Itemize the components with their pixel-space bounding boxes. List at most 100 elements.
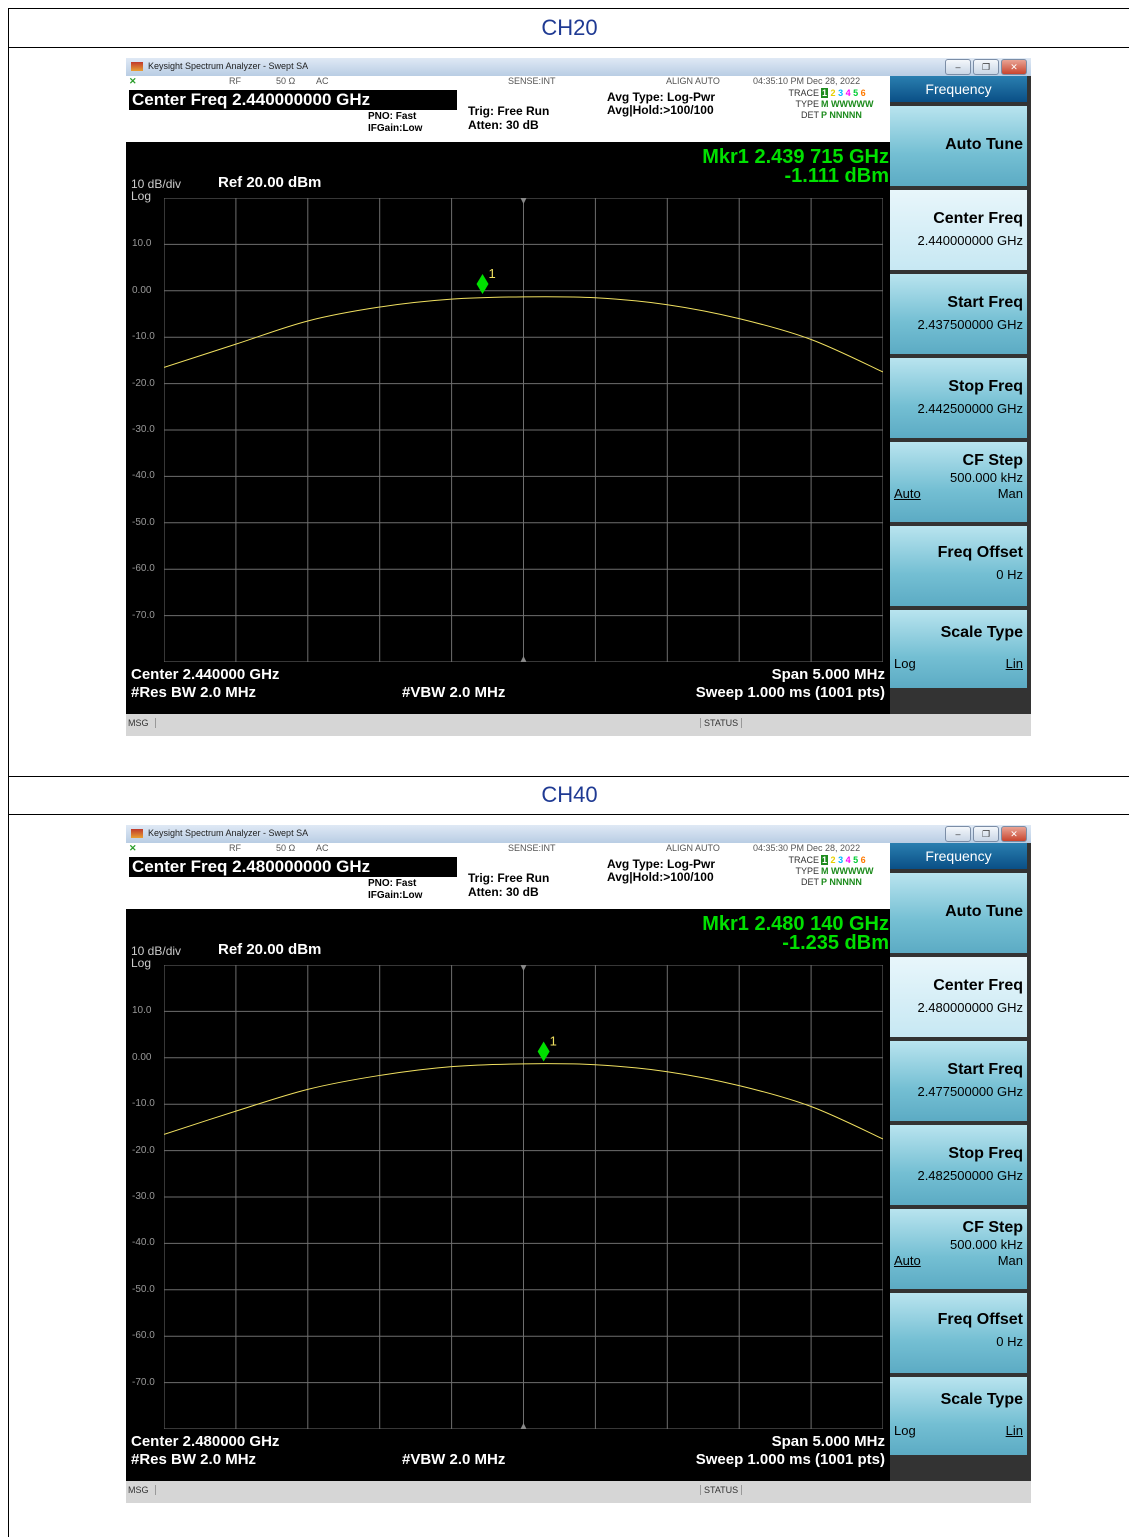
freq-offset-softkey[interactable]: Freq Offset 0 Hz xyxy=(890,1293,1027,1373)
restore-button[interactable]: ❐ xyxy=(973,59,999,75)
cf-step-auto: Auto xyxy=(894,1253,921,1268)
center-freq-softkey[interactable]: Center Freq 2.480000000 GHz xyxy=(890,957,1027,1037)
impedance-label: 50 Ω xyxy=(276,76,296,86)
center-tick-bottom xyxy=(520,1423,527,1429)
ifgain-label: IFGain:Low xyxy=(368,123,423,134)
cf-step-value: 500.000 kHz xyxy=(950,470,1023,485)
stop-freq-value: 2.442500000 GHz xyxy=(917,401,1023,416)
trig-label: Trig: Free Run xyxy=(468,871,550,885)
scale-type-softkey[interactable]: Scale Type Log Lin xyxy=(890,1377,1027,1455)
report-table: CH20 Keysight Spectrum Analyzer - Swept … xyxy=(8,8,1129,1537)
footer-vbw: #VBW 2.0 MHz xyxy=(402,684,506,701)
marker-number: 1 xyxy=(550,1034,557,1049)
sense-label: SENSE:INT xyxy=(508,843,556,853)
footer-span: Span 5.000 MHz xyxy=(771,666,885,683)
sense-label: SENSE:INT xyxy=(508,76,556,86)
trace-numbers: 1 2 3 4 5 6 xyxy=(821,88,866,98)
softkey-panel: Frequency Auto Tune Center Freq 2.480000… xyxy=(890,843,1031,1481)
y-tick-label: -20.0 xyxy=(132,1144,155,1156)
marker-number: 1 xyxy=(489,266,496,281)
trace-label: TRACE xyxy=(788,88,819,98)
minimize-button[interactable]: – xyxy=(945,59,971,75)
msg-label: MSG xyxy=(128,718,156,728)
trig-label: Trig: Free Run xyxy=(468,104,550,118)
center-tick-top xyxy=(520,965,527,971)
avg-type-label: Avg Type: Log-Pwr xyxy=(607,90,715,104)
channel-section: CH40 Keysight Spectrum Analyzer - Swept … xyxy=(9,776,1129,1538)
close-button[interactable]: ✕ xyxy=(1001,59,1027,75)
spectrum-plot[interactable]: 1 xyxy=(164,198,883,662)
footer-res-bw: #Res BW 2.0 MHz xyxy=(131,1451,257,1468)
auto-tune-softkey[interactable]: Auto Tune xyxy=(890,873,1027,953)
y-tick-label: 10.0 xyxy=(132,1005,152,1017)
center-freq-value: 2.440000000 GHz xyxy=(917,233,1023,248)
cf-step-label: CF Step xyxy=(962,1219,1023,1236)
app-icon xyxy=(131,62,143,71)
trace-values: 1 2 3 4 5 6 M WWWWW P NNNNN xyxy=(821,855,873,888)
y-tick-label: -50.0 xyxy=(132,1283,155,1295)
channel-section: CH20 Keysight Spectrum Analyzer - Swept … xyxy=(9,9,1129,776)
footer-span: Span 5.000 MHz xyxy=(771,1433,885,1450)
center-freq-softkey[interactable]: Center Freq 2.440000000 GHz xyxy=(890,190,1027,270)
type-label: TYPE xyxy=(795,866,819,876)
ref-level: Ref 20.00 dBm xyxy=(218,941,322,958)
cf-step-softkey[interactable]: CF Step 500.000 kHz Auto Man xyxy=(890,442,1027,522)
scale-type-label: Log xyxy=(131,956,152,970)
cf-step-man: Man xyxy=(997,486,1023,501)
start-freq-value: 2.477500000 GHz xyxy=(917,1084,1023,1099)
freq-offset-value: 0 Hz xyxy=(996,567,1023,582)
stop-freq-softkey[interactable]: Stop Freq 2.442500000 GHz xyxy=(890,358,1027,438)
trace-values: 1 2 3 4 5 6 M WWWWW P NNNNN xyxy=(821,88,873,121)
scale-type-lin: Lin xyxy=(1005,656,1023,671)
scale-type-softkey[interactable]: Scale Type Log Lin xyxy=(890,610,1027,688)
channel-title: CH20 xyxy=(9,9,1129,48)
y-tick-label: -50.0 xyxy=(132,516,155,528)
spectrum-plot[interactable]: 1 xyxy=(164,965,883,1429)
center-freq-title[interactable]: Center Freq 2.440000000 GHz xyxy=(129,90,457,110)
spectrum-trace xyxy=(164,296,883,373)
datetime-label: 04:35:10 PM Dec 28, 2022 xyxy=(753,76,861,86)
cf-step-softkey[interactable]: CF Step 500.000 kHz Auto Man xyxy=(890,1209,1027,1289)
channel-title: CH40 xyxy=(9,776,1129,815)
pno-label: PNO: Fast xyxy=(368,111,417,122)
window-controls: – ❐ ✕ xyxy=(945,59,1027,75)
stop-freq-softkey[interactable]: Stop Freq 2.482500000 GHz xyxy=(890,1125,1027,1205)
scale-type-label: Log xyxy=(131,189,152,203)
det-label: DET xyxy=(801,110,819,120)
scale-type-lin: Lin xyxy=(1005,1423,1023,1438)
pno-label: PNO: Fast xyxy=(368,878,417,889)
restore-button[interactable]: ❐ xyxy=(973,826,999,842)
y-tick-label: -30.0 xyxy=(132,1191,155,1202)
auto-tune-softkey[interactable]: Auto Tune xyxy=(890,106,1027,186)
stop-freq-value: 2.482500000 GHz xyxy=(917,1168,1023,1183)
footer-sweep: Sweep 1.000 ms (1001 pts) xyxy=(695,684,885,701)
window-title: Keysight Spectrum Analyzer - Swept SA xyxy=(148,61,309,71)
trace-label: TRACE xyxy=(788,855,819,865)
message-bar: MSG STATUS xyxy=(126,1481,1031,1503)
rf-label: RF xyxy=(229,76,241,86)
cf-step-label: CF Step xyxy=(962,452,1023,469)
start-freq-label: Start Freq xyxy=(947,294,1023,311)
start-freq-softkey[interactable]: Start Freq 2.477500000 GHz xyxy=(890,1041,1027,1121)
y-tick-label: 0.00 xyxy=(132,284,152,296)
status-label: STATUS xyxy=(700,718,743,728)
footer-res-bw: #Res BW 2.0 MHz xyxy=(131,684,257,701)
marker-frequency: Mkr1 2.439 715 GHz xyxy=(702,146,889,168)
ifgain-label: IFGain:Low xyxy=(368,890,423,901)
y-tick-label: -70.0 xyxy=(132,1376,155,1388)
minimize-button[interactable]: – xyxy=(945,826,971,842)
scale-div: 10 dB/div xyxy=(131,944,182,958)
start-freq-softkey[interactable]: Start Freq 2.437500000 GHz xyxy=(890,274,1027,354)
center-freq-title[interactable]: Center Freq 2.480000000 GHz xyxy=(129,857,457,877)
center-tick-top xyxy=(520,198,527,204)
scale-type-softkey-label: Scale Type xyxy=(940,624,1023,641)
freq-offset-softkey[interactable]: Freq Offset 0 Hz xyxy=(890,526,1027,606)
avg-hold-label: Avg|Hold:>100/100 xyxy=(607,103,714,117)
stop-freq-label: Stop Freq xyxy=(948,378,1023,395)
close-button[interactable]: ✕ xyxy=(1001,826,1027,842)
scale-type-log: Log xyxy=(894,1423,916,1438)
start-freq-value: 2.437500000 GHz xyxy=(917,317,1023,332)
cf-step-auto: Auto xyxy=(894,486,921,501)
align-label: ALIGN AUTO xyxy=(666,76,720,86)
y-tick-label: -60.0 xyxy=(132,563,155,575)
